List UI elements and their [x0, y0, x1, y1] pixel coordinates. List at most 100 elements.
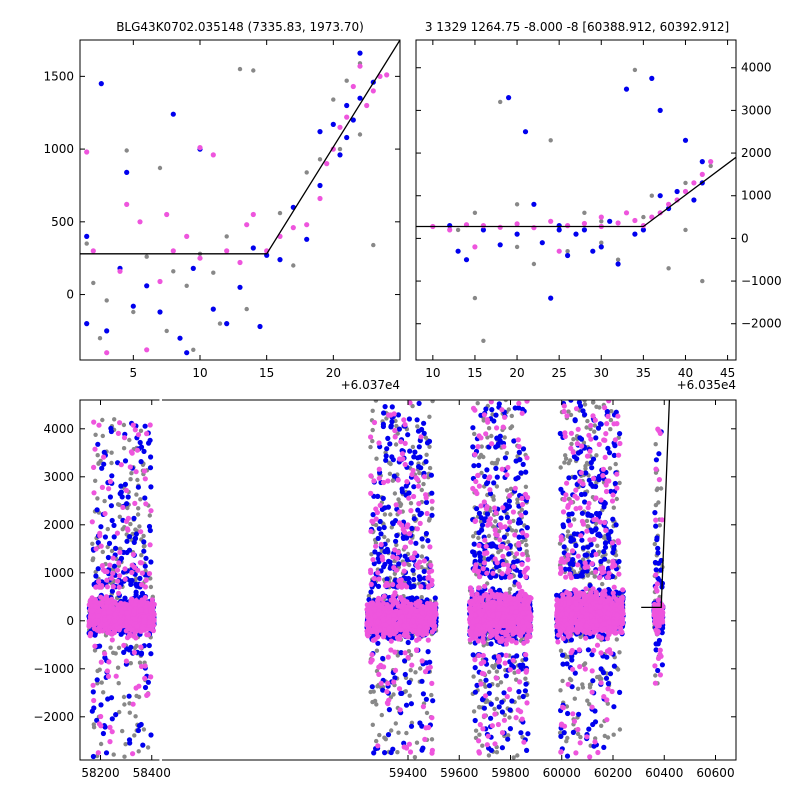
data-point	[102, 534, 108, 540]
data-point	[141, 539, 147, 545]
data-point	[126, 547, 133, 553]
data-point	[373, 400, 379, 403]
data-point	[423, 696, 429, 702]
data-point	[138, 497, 143, 502]
data-point	[89, 708, 95, 714]
data-point	[411, 516, 417, 522]
data-point	[640, 227, 647, 233]
data-point	[90, 689, 96, 695]
data-point	[398, 502, 404, 507]
data-point	[370, 88, 376, 94]
data-point	[116, 681, 121, 686]
data-point	[420, 544, 425, 549]
data-point	[142, 423, 148, 429]
data-point	[408, 701, 414, 707]
data-point	[565, 735, 570, 741]
data-point	[424, 710, 430, 716]
data-point	[401, 740, 407, 746]
data-point	[385, 732, 392, 738]
data-point	[653, 673, 658, 678]
data-point	[487, 669, 492, 675]
data-point	[402, 553, 408, 559]
data-point	[111, 534, 117, 540]
data-point	[429, 506, 435, 511]
data-point	[494, 484, 500, 489]
data-point	[419, 487, 424, 493]
data-point	[700, 278, 705, 284]
data-point	[210, 306, 216, 312]
data-point	[109, 588, 115, 594]
data-point	[515, 497, 520, 502]
data-point	[115, 665, 121, 670]
data-point	[617, 727, 623, 732]
data-point	[121, 694, 127, 700]
data-point	[93, 573, 99, 579]
data-point	[129, 471, 134, 476]
data-point	[184, 233, 190, 239]
data-point	[290, 225, 296, 231]
data-point	[395, 412, 401, 418]
data-point	[98, 702, 104, 708]
data-point	[617, 650, 622, 655]
data-point	[385, 504, 391, 510]
data-point	[113, 545, 119, 552]
data-point	[583, 463, 588, 469]
data-point	[157, 309, 163, 315]
data-point	[503, 400, 508, 403]
data-point	[91, 725, 97, 730]
data-point	[157, 278, 163, 285]
data-point	[379, 712, 384, 718]
data-point	[413, 670, 418, 675]
data-point	[585, 524, 590, 529]
data-point	[124, 646, 130, 652]
data-point	[375, 583, 382, 590]
data-point	[682, 188, 689, 195]
data-point	[121, 649, 127, 656]
data-point	[592, 574, 597, 579]
data-point	[489, 460, 495, 466]
data-point	[632, 67, 638, 73]
data-point	[708, 163, 713, 169]
data-point	[324, 161, 330, 167]
data-point	[590, 400, 596, 405]
data-point	[331, 97, 336, 102]
data-point	[184, 283, 189, 288]
data-point	[237, 259, 243, 266]
data-point	[122, 754, 127, 759]
data-point	[498, 99, 503, 105]
data-point	[197, 255, 203, 261]
data-point	[425, 649, 431, 655]
data-point	[562, 460, 567, 465]
data-point	[608, 417, 614, 423]
data-point	[388, 424, 394, 430]
data-point	[408, 584, 414, 590]
data-point	[164, 328, 169, 334]
data-point	[419, 678, 425, 684]
data-point	[585, 418, 590, 424]
data-point	[578, 734, 583, 740]
data-point	[389, 404, 395, 410]
data-point	[569, 441, 574, 447]
data-point	[523, 484, 529, 489]
data-point	[407, 448, 413, 454]
data-point	[498, 680, 504, 685]
data-point	[578, 634, 583, 640]
data-point	[143, 555, 149, 561]
data-point	[605, 701, 610, 706]
data-point	[658, 486, 664, 491]
data-point	[411, 571, 417, 577]
data-point	[142, 563, 148, 569]
data-point	[387, 460, 392, 465]
data-point	[471, 463, 477, 469]
data-point	[382, 541, 388, 547]
data-point	[111, 650, 116, 655]
data-point	[370, 511, 376, 518]
data-point	[455, 227, 461, 233]
data-point	[531, 201, 537, 207]
data-point	[104, 328, 110, 334]
y-tick-label: 1500	[43, 69, 74, 83]
data-point	[395, 750, 400, 755]
data-point	[408, 501, 414, 506]
data-point	[506, 539, 511, 545]
